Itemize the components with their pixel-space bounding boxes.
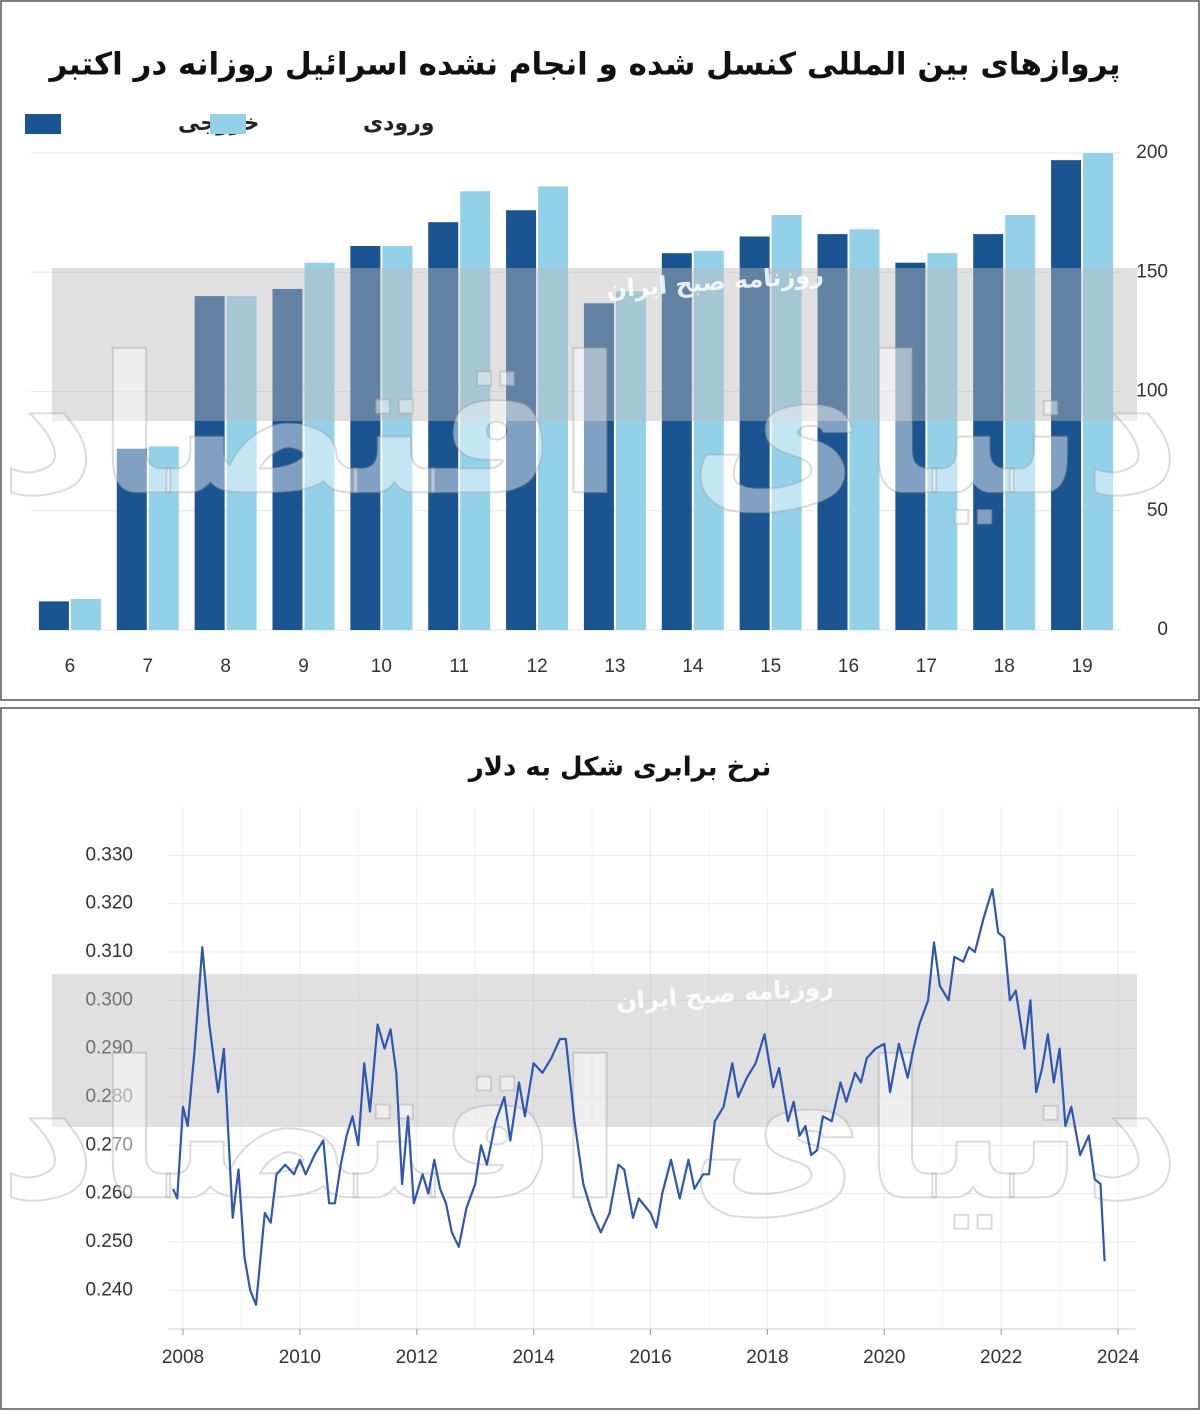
x-tick-label: 10 — [371, 656, 392, 677]
x-tick-label: 2016 — [629, 1347, 671, 1368]
bar — [583, 303, 614, 630]
y-tick-label: 0.260 — [85, 1183, 133, 1204]
x-tick-label: 2022 — [980, 1347, 1022, 1368]
bar — [194, 296, 225, 630]
y-tick-label: 150 — [1136, 261, 1168, 282]
x-tick-label: 12 — [527, 656, 548, 677]
watermark-band — [52, 268, 1137, 421]
panel-border — [0, 707, 1200, 1410]
bar — [304, 262, 335, 630]
bar — [538, 186, 569, 630]
bar — [382, 246, 413, 630]
y-tick-label: 0.290 — [85, 1038, 133, 1059]
x-tick-label: 2008 — [162, 1347, 204, 1368]
bar — [116, 448, 147, 630]
bar — [817, 234, 848, 630]
y-tick-label: 0.270 — [85, 1134, 133, 1155]
bar — [38, 601, 69, 630]
bar — [148, 446, 179, 630]
bar — [927, 253, 958, 631]
x-tick-label: 9 — [298, 656, 309, 677]
x-tick-label: 14 — [682, 656, 704, 677]
x-tick-label: 16 — [838, 656, 859, 677]
x-tick-label: 13 — [604, 656, 625, 677]
y-tick-label: 0.320 — [85, 893, 133, 914]
x-tick-label: 2010 — [279, 1347, 321, 1368]
x-tick-label: 7 — [142, 656, 153, 677]
x-tick-label: 2018 — [746, 1347, 788, 1368]
x-tick-label: 2012 — [396, 1347, 438, 1368]
bar — [661, 253, 692, 631]
bar — [350, 246, 381, 630]
bar — [615, 291, 646, 630]
bar — [1083, 153, 1114, 630]
legend-label: ورودی — [363, 111, 434, 136]
x-tick-label: 2020 — [863, 1347, 905, 1368]
bar — [771, 215, 802, 630]
x-tick-label: 15 — [760, 656, 781, 677]
y-tick-label: 0.240 — [85, 1279, 133, 1300]
y-tick-label: 0.300 — [85, 989, 133, 1010]
bar — [226, 296, 257, 630]
bar — [693, 250, 724, 630]
legend-swatch — [25, 114, 61, 134]
y-tick-label: 0.330 — [85, 844, 133, 865]
legend-swatch — [210, 114, 246, 134]
x-tick-label: 8 — [220, 656, 231, 677]
y-tick-label: 50 — [1147, 500, 1168, 521]
chart-title: پروازهای بین المللی کنسل شده و انجام نشد… — [47, 47, 1120, 83]
bar — [973, 234, 1004, 630]
y-tick-label: 0.250 — [85, 1231, 133, 1252]
bar — [895, 262, 926, 630]
x-tick-label: 18 — [994, 656, 1015, 677]
bar — [1005, 215, 1036, 630]
bar — [460, 191, 491, 630]
x-tick-label: 17 — [916, 656, 937, 677]
y-tick-label: 0 — [1157, 619, 1168, 640]
bar — [739, 236, 770, 630]
bar — [1051, 160, 1082, 630]
watermark-logo: دنیای اقتصاد — [0, 316, 1181, 537]
y-tick-label: 0.310 — [85, 941, 133, 962]
bar — [506, 210, 537, 631]
chart-title: نرخ برابری شکل به دلار — [467, 753, 772, 783]
y-tick-label: 100 — [1136, 381, 1168, 402]
y-tick-label: 200 — [1136, 142, 1168, 163]
x-tick-label: 2014 — [512, 1347, 555, 1368]
bar — [428, 222, 459, 631]
x-tick-label: 6 — [65, 656, 76, 677]
x-tick-label: 2024 — [1097, 1347, 1140, 1368]
watermark-band — [52, 974, 1137, 1127]
bar — [849, 229, 880, 630]
y-tick-label: 0.280 — [85, 1086, 133, 1107]
line — [172, 888, 1106, 1306]
bar — [70, 598, 101, 630]
x-tick-label: 19 — [1072, 656, 1093, 677]
x-tick-label: 11 — [449, 656, 469, 677]
bar — [272, 288, 303, 630]
